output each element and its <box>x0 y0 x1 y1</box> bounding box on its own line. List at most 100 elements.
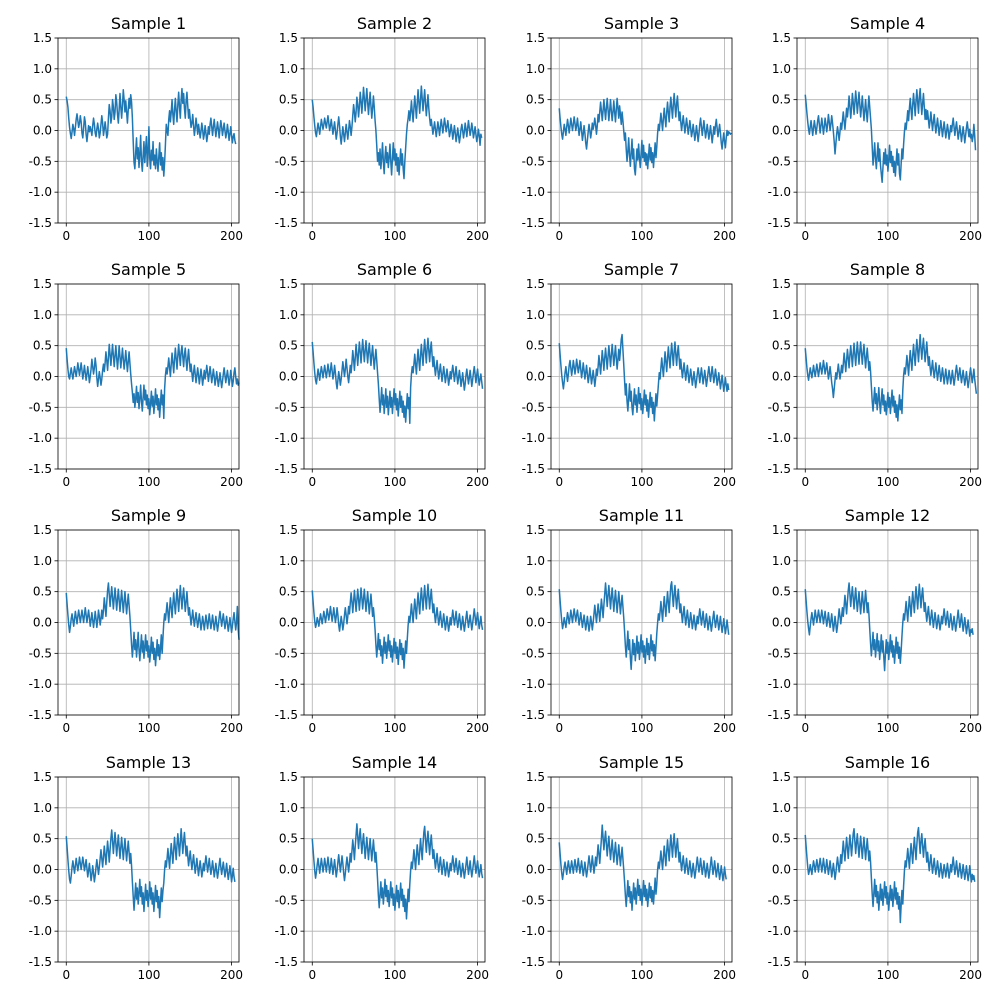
x-tick-label: 0 <box>555 968 563 982</box>
y-tick-label: 0.0 <box>279 863 298 877</box>
subplot-8: Sample 8 1.5 1.0 0.5 0.0 -0.5 -1.0 -1.5 0 100 200 <box>768 260 982 489</box>
x-tick-label: 0 <box>801 968 809 982</box>
x-tick-label: 200 <box>713 229 736 243</box>
x-tick-label: 0 <box>555 475 563 489</box>
subplot-title: Sample 6 <box>357 260 432 279</box>
x-tick-label: 100 <box>630 968 653 982</box>
y-tick-label: 0.5 <box>526 339 545 353</box>
subplot-11: Sample 11 1.5 1.0 0.5 0.0 -0.5 -1.0 -1.5 0 100 200 <box>522 506 736 735</box>
y-tick-label: -0.5 <box>522 154 545 168</box>
y-tick-label: -1.0 <box>768 924 791 938</box>
subplot-1: Sample 1 1.5 1.0 0.5 0.0 -0.5 -1.0 -1.5 0 100 200 <box>29 14 243 243</box>
x-tick-label: 100 <box>137 721 160 735</box>
y-tick-label: -1.0 <box>522 924 545 938</box>
y-tick-label: 0.0 <box>526 124 545 138</box>
series-line <box>311 337 484 425</box>
y-tick-label: -1.0 <box>522 431 545 445</box>
y-tick-label: -1.0 <box>275 924 298 938</box>
x-tick-label: 200 <box>220 229 243 243</box>
series-line <box>65 87 237 177</box>
x-tick-label: 0 <box>801 229 809 243</box>
y-tick-label: 1.0 <box>526 62 545 76</box>
y-tick-label: -1.0 <box>522 185 545 199</box>
y-tick-label: -0.5 <box>29 154 52 168</box>
series-line <box>311 823 484 920</box>
y-tick-label: 0.0 <box>526 370 545 384</box>
x-tick-label: 200 <box>959 968 982 982</box>
x-tick-label: 100 <box>876 475 899 489</box>
subplot-title: Sample 12 <box>845 506 930 525</box>
y-tick-label: -1.0 <box>275 185 298 199</box>
y-tick-label: -0.5 <box>522 893 545 907</box>
subplot-title: Sample 10 <box>352 506 437 525</box>
y-tick-label: -0.5 <box>522 400 545 414</box>
series-line <box>558 333 730 422</box>
x-tick-label: 0 <box>801 475 809 489</box>
subplot-6: Sample 6 1.5 1.0 0.5 0.0 -0.5 -1.0 -1.5 0 100 200 <box>275 260 489 489</box>
x-tick-label: 100 <box>630 721 653 735</box>
x-tick-label: 100 <box>383 721 406 735</box>
y-tick-label: 0.0 <box>526 863 545 877</box>
y-tick-label: 0.5 <box>772 93 791 107</box>
y-tick-label: 1.0 <box>772 62 791 76</box>
y-tick-label: 1.5 <box>279 770 298 784</box>
y-tick-label: 0.5 <box>772 832 791 846</box>
series-line <box>558 581 730 671</box>
y-tick-label: 1.5 <box>772 31 791 45</box>
y-tick-label: 1.0 <box>526 801 545 815</box>
y-tick-label: -0.5 <box>768 400 791 414</box>
x-tick-label: 200 <box>959 229 982 243</box>
subplot-title: Sample 15 <box>599 753 684 772</box>
x-tick-label: 0 <box>801 721 809 735</box>
y-tick-label: -0.5 <box>275 893 298 907</box>
y-tick-label: 0.0 <box>772 124 791 138</box>
y-tick-label: -1.5 <box>522 216 545 230</box>
subplot-16: Sample 16 1.5 1.0 0.5 0.0 -0.5 -1.0 -1.5 0 100 200 <box>768 753 982 982</box>
y-tick-label: 1.5 <box>33 770 52 784</box>
x-tick-label: 100 <box>876 968 899 982</box>
y-tick-label: 0.5 <box>33 93 52 107</box>
y-tick-label: -1.5 <box>522 708 545 722</box>
subplot-9: Sample 9 1.5 1.0 0.5 0.0 -0.5 -1.0 -1.5 0 100 200 <box>29 506 243 735</box>
y-tick-label: 0.5 <box>279 339 298 353</box>
y-tick-label: -1.5 <box>275 216 298 230</box>
series-line <box>804 582 974 672</box>
y-tick-label: -0.5 <box>29 646 52 660</box>
y-tick-label: 1.5 <box>526 523 545 537</box>
y-tick-label: -0.5 <box>275 646 298 660</box>
y-tick-label: 1.0 <box>772 801 791 815</box>
subplot-title: Sample 16 <box>845 753 930 772</box>
x-tick-label: 200 <box>466 968 489 982</box>
y-tick-label: 0.0 <box>526 616 545 630</box>
y-tick-label: 1.0 <box>279 308 298 322</box>
y-tick-label: -0.5 <box>275 154 298 168</box>
subplot-title: Sample 9 <box>111 506 186 525</box>
y-tick-label: -1.0 <box>768 185 791 199</box>
y-tick-label: 0.0 <box>772 616 791 630</box>
x-tick-label: 200 <box>466 475 489 489</box>
y-tick-label: -0.5 <box>29 893 52 907</box>
x-tick-label: 200 <box>220 721 243 735</box>
y-tick-label: 1.0 <box>772 308 791 322</box>
y-tick-label: -1.5 <box>275 708 298 722</box>
x-tick-label: 100 <box>630 229 653 243</box>
x-tick-label: 200 <box>713 968 736 982</box>
subplot-7: Sample 7 1.5 1.0 0.5 0.0 -0.5 -1.0 -1.5 0 100 200 <box>522 260 736 489</box>
y-tick-label: 1.0 <box>33 801 52 815</box>
series-line <box>804 826 976 924</box>
subplot-14: Sample 14 1.5 1.0 0.5 0.0 -0.5 -1.0 -1.5 0 100 200 <box>275 753 489 982</box>
y-tick-label: -0.5 <box>29 400 52 414</box>
y-tick-label: 0.5 <box>279 585 298 599</box>
y-tick-label: -0.5 <box>768 154 791 168</box>
y-tick-label: 1.5 <box>279 31 298 45</box>
series-line <box>804 333 978 422</box>
y-tick-label: -0.5 <box>522 646 545 660</box>
y-tick-label: 1.5 <box>33 523 52 537</box>
y-tick-label: 0.5 <box>526 832 545 846</box>
subplot-title: Sample 13 <box>106 753 191 772</box>
y-tick-label: 0.5 <box>772 585 791 599</box>
x-tick-label: 0 <box>62 968 70 982</box>
y-tick-label: -1.5 <box>522 955 545 969</box>
x-tick-label: 100 <box>876 721 899 735</box>
